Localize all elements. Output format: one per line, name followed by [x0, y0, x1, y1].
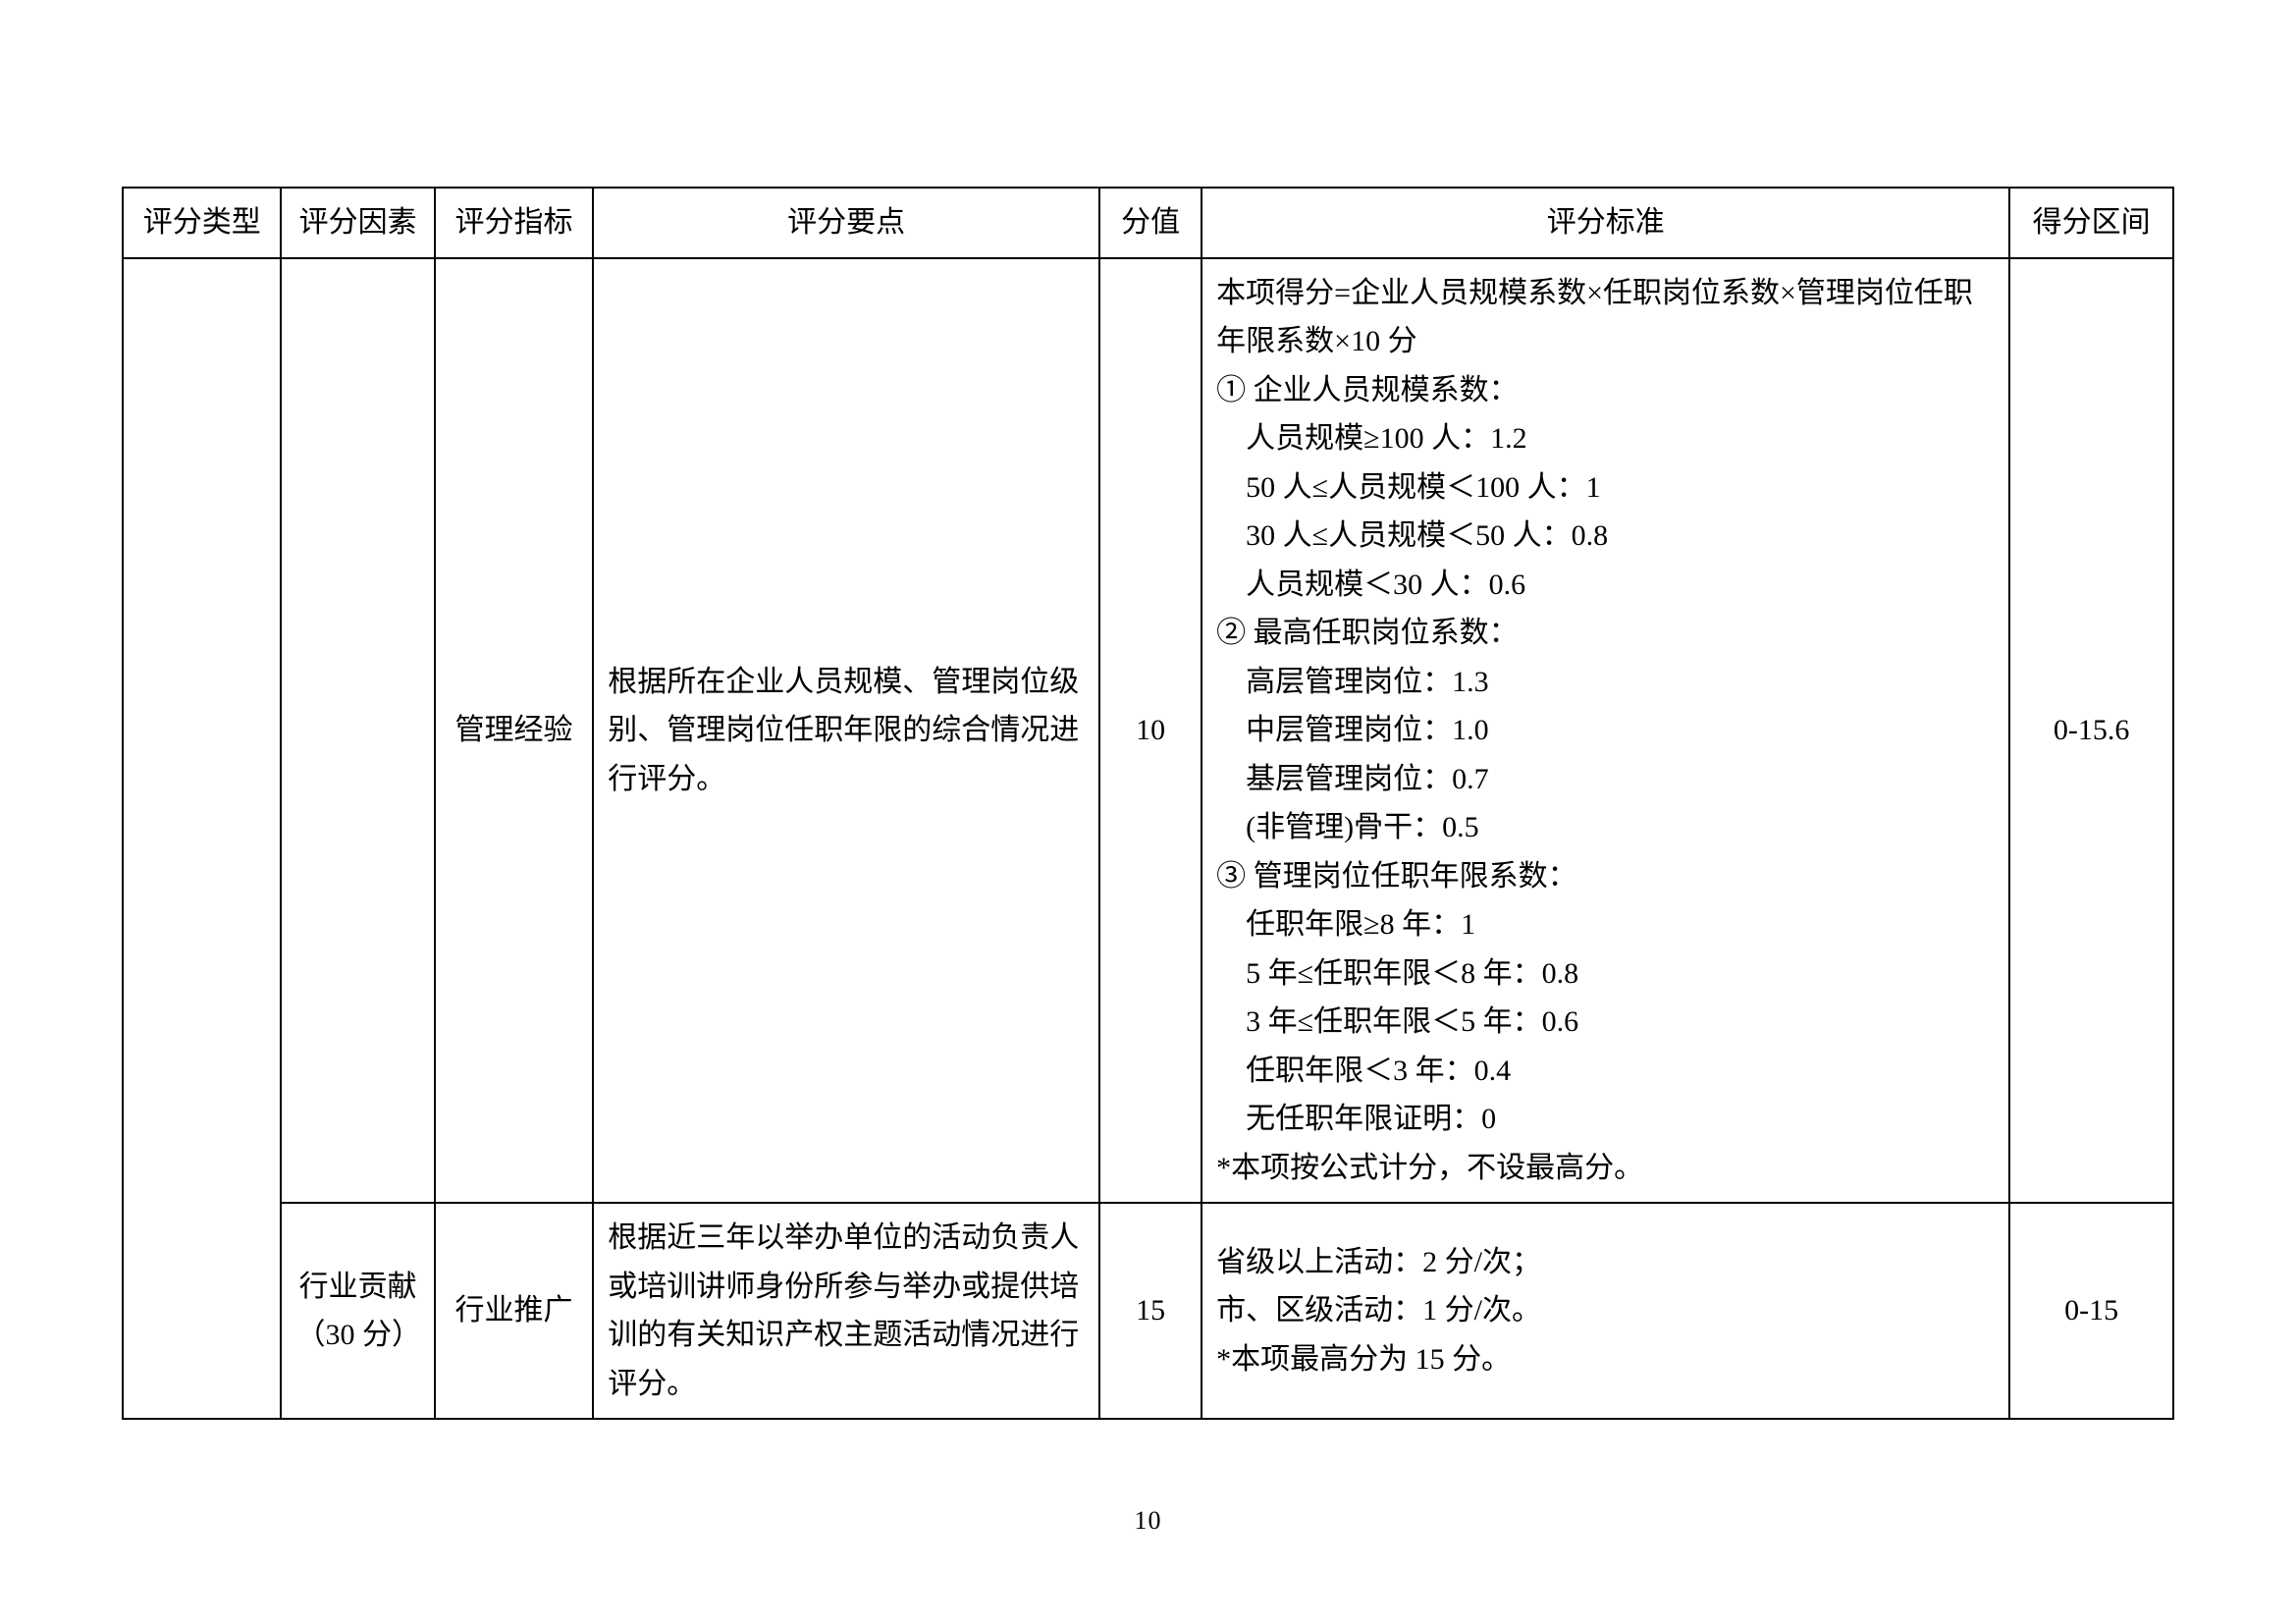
col-header-type: 评分类型 — [123, 188, 281, 258]
cell-index: 行业推广 — [435, 1203, 593, 1419]
cell-factor — [281, 258, 434, 1204]
cell-range: 0-15.6 — [2009, 258, 2173, 1204]
cell-score: 15 — [1099, 1203, 1201, 1419]
document-page: 评分类型 评分因素 评分指标 评分要点 分值 评分标准 得分区间 管理经验 根据… — [0, 0, 2296, 1624]
cell-score: 10 — [1099, 258, 1201, 1204]
cell-factor: 行业贡献（30 分） — [281, 1203, 434, 1419]
col-header-std: 评分标准 — [1201, 188, 2009, 258]
cell-range: 0-15 — [2009, 1203, 2173, 1419]
cell-std: 本项得分=企业人员规模系数×任职岗位系数×管理岗位任职年限系数×10 分 ① 企… — [1201, 258, 2009, 1204]
table-header-row: 评分类型 评分因素 评分指标 评分要点 分值 评分标准 得分区间 — [123, 188, 2173, 258]
page-number: 10 — [0, 1506, 2296, 1536]
table-row: 管理经验 根据所在企业人员规模、管理岗位级别、管理岗位任职年限的综合情况进行评分… — [123, 258, 2173, 1204]
cell-type — [123, 258, 281, 1420]
cell-index: 管理经验 — [435, 258, 593, 1204]
cell-point: 根据近三年以举办单位的活动负责人或培训讲师身份所参与举办或提供培训的有关知识产权… — [593, 1203, 1099, 1419]
col-header-range: 得分区间 — [2009, 188, 2173, 258]
col-header-index: 评分指标 — [435, 188, 593, 258]
cell-point: 根据所在企业人员规模、管理岗位级别、管理岗位任职年限的综合情况进行评分。 — [593, 258, 1099, 1204]
col-header-factor: 评分因素 — [281, 188, 434, 258]
table-row: 行业贡献（30 分） 行业推广 根据近三年以举办单位的活动负责人或培训讲师身份所… — [123, 1203, 2173, 1419]
col-header-score: 分值 — [1099, 188, 1201, 258]
cell-std: 省级以上活动：2 分/次； 市、区级活动：1 分/次。 *本项最高分为 15 分… — [1201, 1203, 2009, 1419]
scoring-table: 评分类型 评分因素 评分指标 评分要点 分值 评分标准 得分区间 管理经验 根据… — [122, 187, 2174, 1420]
col-header-point: 评分要点 — [593, 188, 1099, 258]
